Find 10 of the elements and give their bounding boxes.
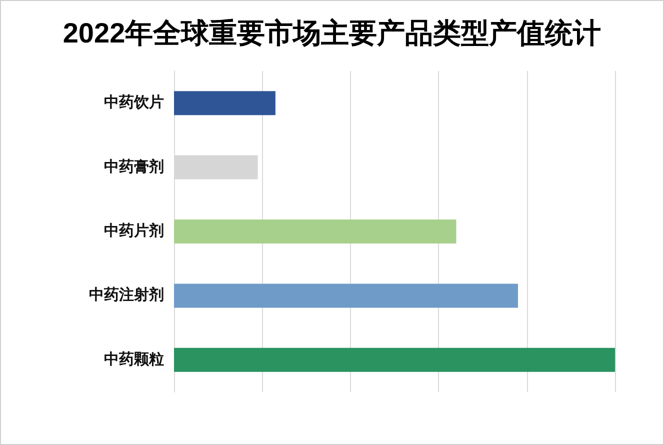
y-tick-label: 中药饮片 <box>104 94 164 112</box>
y-tick-label: 中药注射剂 <box>89 286 164 304</box>
y-tick-label: 中药颗粒 <box>104 350 164 368</box>
chart-title: 2022年全球重要市场主要产品类型产值统计 <box>62 18 602 48</box>
y-tick-label: 中药片剂 <box>104 222 164 240</box>
bar <box>174 91 276 116</box>
bar <box>174 284 518 308</box>
bar <box>174 348 615 372</box>
bar <box>174 220 456 244</box>
y-tick-label: 中药膏剂 <box>104 157 164 176</box>
